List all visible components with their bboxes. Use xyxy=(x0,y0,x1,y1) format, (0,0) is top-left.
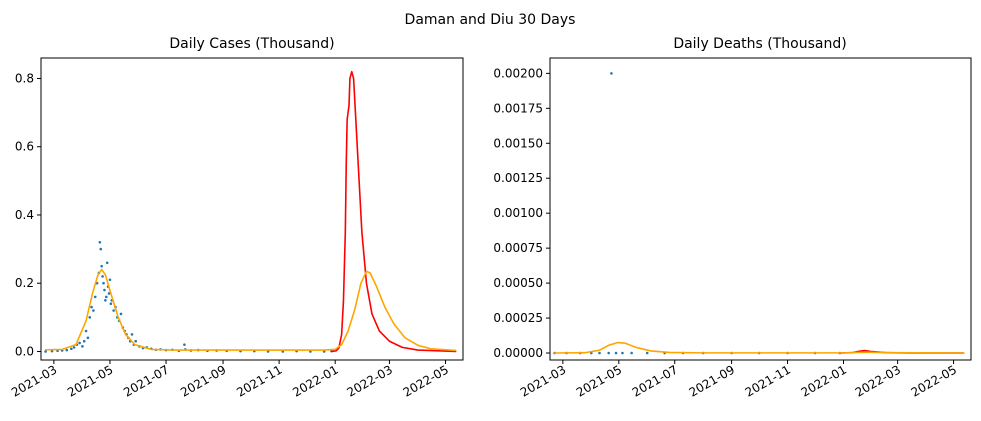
daily-cases-orange-fit-line xyxy=(44,268,457,352)
daily-cases-observed-point xyxy=(90,305,93,309)
daily-deaths-ytick-label: 0.00000 xyxy=(493,346,543,360)
daily-cases-ytick-label: 0.8 xyxy=(15,71,34,85)
daily-cases-observed-point xyxy=(78,341,81,345)
daily-cases-xtick-label: 2021-11 xyxy=(234,362,284,399)
daily-cases-xtick-label: 2021-09 xyxy=(178,362,228,399)
daily-cases-plot-area xyxy=(44,70,457,353)
daily-cases-observed-point xyxy=(100,264,103,268)
daily-cases-ytick-label: 0.4 xyxy=(15,208,34,222)
daily-cases-observed-point xyxy=(104,298,107,302)
daily-deaths-panel: Daily Deaths (Thousand) 0.000000.000250.… xyxy=(493,36,972,400)
daily-deaths-ytick-label: 0.00100 xyxy=(493,206,543,220)
daily-cases-observed-point xyxy=(88,316,92,319)
daily-deaths-xtick-label: 2021-07 xyxy=(630,362,680,399)
daily-cases-observed-point xyxy=(104,295,108,299)
daily-deaths-xtick-label: 2022-03 xyxy=(853,362,903,399)
daily-cases-observed-point xyxy=(70,347,73,351)
daily-deaths-ytick-label: 0.00125 xyxy=(493,171,543,185)
daily-deaths-xtick-label: 2021-03 xyxy=(518,362,568,399)
daily-cases-xtick-label: 2021-07 xyxy=(121,362,171,399)
daily-cases-observed-point xyxy=(183,343,186,346)
daily-cases-observed-point xyxy=(72,346,76,349)
daily-deaths-xtick-label: 2021-11 xyxy=(743,362,793,399)
daily-deaths-observed-point xyxy=(607,351,610,355)
daily-deaths-ytick-label: 0.00200 xyxy=(493,66,543,80)
daily-cases-xtick-label: 2022-05 xyxy=(401,362,451,399)
daily-deaths-observed-point xyxy=(645,351,649,355)
daily-cases-observed-point xyxy=(108,278,112,282)
daily-deaths-plot-area xyxy=(553,72,965,355)
daily-cases-observed-point xyxy=(101,275,104,278)
daily-deaths-orange-fit-line xyxy=(553,341,965,354)
daily-cases-observed-point xyxy=(81,345,84,348)
daily-cases-observed-point xyxy=(86,336,90,340)
daily-cases-observed-point xyxy=(98,240,102,244)
daily-cases-ytick-label: 0.6 xyxy=(15,140,34,154)
daily-deaths-xtick-label: 2022-01 xyxy=(799,362,849,399)
daily-cases-ytick-label: 0.2 xyxy=(15,276,34,290)
daily-deaths-observed-point xyxy=(621,351,624,355)
daily-deaths-xtick-label: 2021-09 xyxy=(687,362,737,399)
daily-cases-panel: Daily Cases (Thousand) 0.0 0.2 0.4 0.6 0.8 20… xyxy=(9,36,464,400)
daily-cases-observed-point xyxy=(134,339,137,343)
daily-cases-ytick-label: 0.0 xyxy=(15,344,34,358)
daily-deaths-xtick-label: 2021-05 xyxy=(574,362,624,399)
daily-deaths-ytick-label: 0.00150 xyxy=(493,136,543,150)
daily-cases-xtick-label: 2022-03 xyxy=(345,362,395,399)
daily-cases-xtick-label: 2021-05 xyxy=(65,362,115,399)
daily-cases-observed-point xyxy=(92,309,95,312)
daily-cases-observed-point xyxy=(102,281,105,285)
daily-deaths-xtick-label: 2022-05 xyxy=(909,362,959,399)
daily-deaths-observed-point xyxy=(630,351,633,355)
daily-cases-observed-point xyxy=(109,302,113,305)
daily-cases-observed-point xyxy=(93,295,97,299)
daily-cases-observed-point xyxy=(99,247,103,251)
daily-cases-observed-point xyxy=(103,288,106,292)
daily-cases-observed-point xyxy=(84,329,88,333)
daily-deaths-frame xyxy=(549,57,972,361)
daily-deaths-observed-point xyxy=(598,351,601,355)
daily-cases-observed-point xyxy=(119,312,123,316)
figure-suptitle: Daman and Diu 30 Days xyxy=(405,12,576,28)
daily-cases-observed-point xyxy=(65,348,69,352)
daily-cases-frame xyxy=(40,57,464,361)
daily-deaths-observed-point xyxy=(614,351,618,355)
daily-cases-observed-point xyxy=(44,350,47,353)
daily-cases-xtick-label: 2022-01 xyxy=(290,362,340,399)
daily-deaths-ytick-label: 0.00175 xyxy=(493,101,543,115)
daily-cases-observed-point xyxy=(105,261,109,265)
daily-cases-title: Daily Cases (Thousand) xyxy=(169,36,334,52)
daily-deaths-ytick-label: 0.00075 xyxy=(493,241,543,255)
daily-deaths-axes: 0.00000 0.00025 0.00050 0.00075 0.00100 0.001… xyxy=(493,66,959,399)
daily-cases-observed-point xyxy=(130,333,134,336)
daily-cases-observed-point xyxy=(82,339,86,343)
daily-cases-xtick-label: 2021-03 xyxy=(9,362,59,399)
daily-cases-observed-point xyxy=(107,292,111,295)
daily-deaths-ytick-label: 0.00050 xyxy=(493,276,543,290)
daily-deaths-title: Daily Deaths (Thousand) xyxy=(673,36,846,52)
daily-deaths-ytick-label: 0.00025 xyxy=(493,311,543,325)
daily-deaths-observed-point xyxy=(610,72,613,75)
daily-cases-red-forecast-line xyxy=(330,70,457,353)
daily-cases-observed-point xyxy=(50,349,54,353)
daily-cases-observed-point xyxy=(112,309,115,312)
